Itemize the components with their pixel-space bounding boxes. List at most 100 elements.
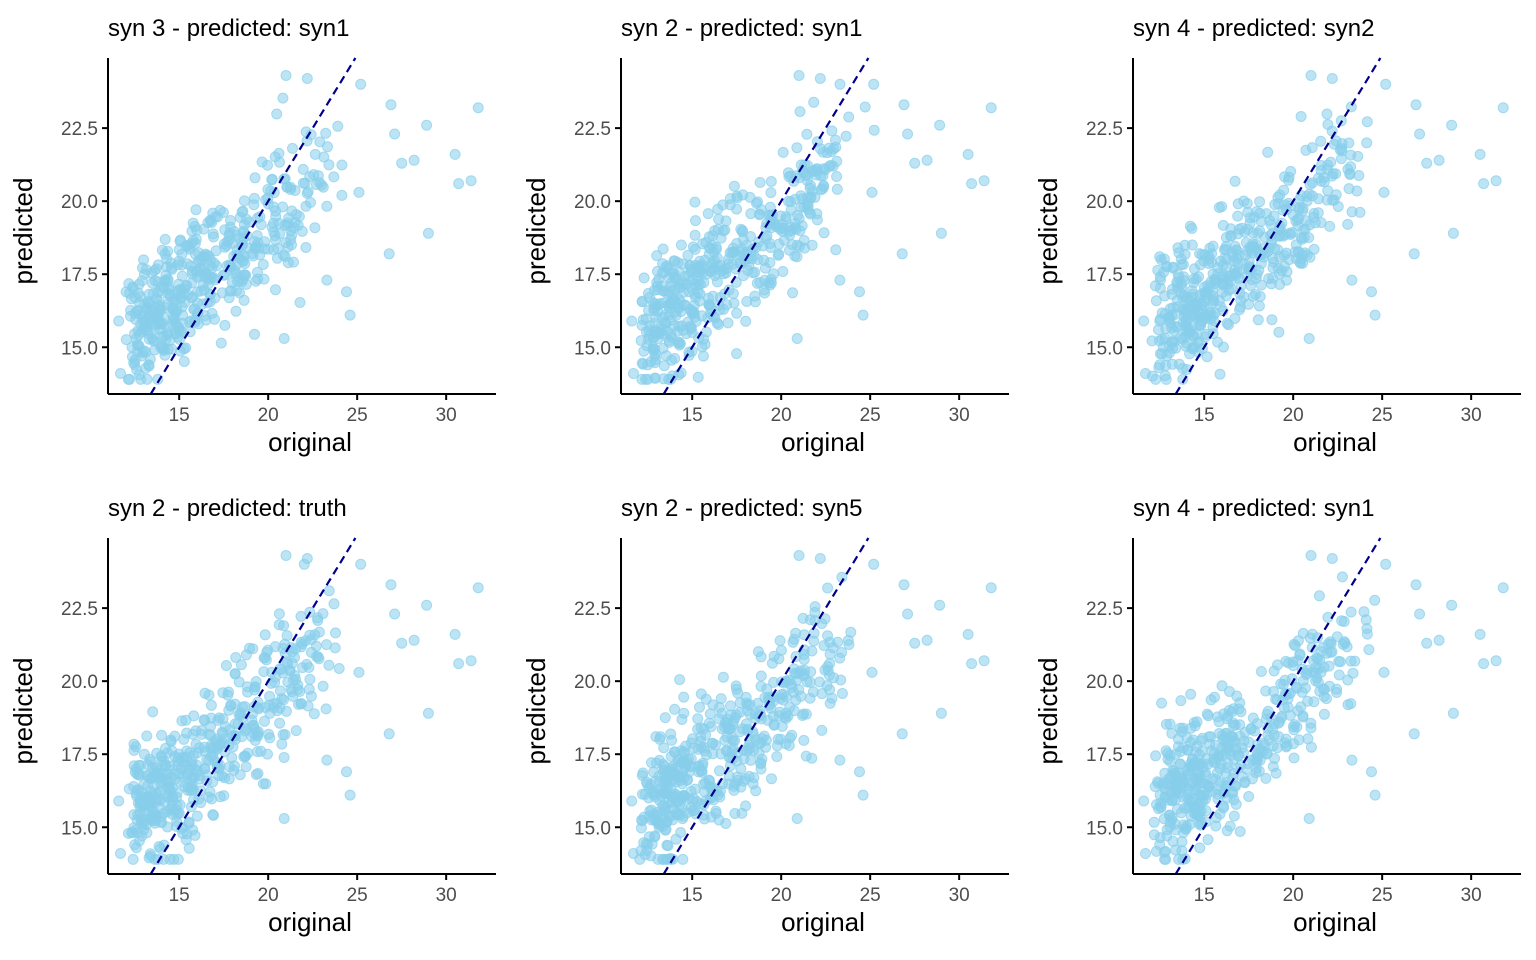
data-point [711,276,723,288]
data-point [180,342,192,354]
data-points [1138,550,1509,865]
data-point [144,848,156,860]
data-point [290,725,302,737]
data-point [1247,712,1259,724]
data-point [259,629,271,641]
data-point [689,243,701,255]
data-point [1342,163,1354,175]
data-point [692,713,704,725]
data-point [821,147,833,159]
data-point [171,303,183,315]
data-point [278,333,290,344]
data-point [295,610,307,622]
data-point [385,99,397,111]
data-point [822,661,834,672]
data-point [754,177,766,188]
data-point [1254,196,1266,208]
data-point [1408,728,1420,740]
data-point [779,711,791,723]
x-axis-label: original [781,907,865,937]
data-point [824,697,836,709]
data-point [755,670,767,682]
data-point [1497,582,1509,594]
data-point [1273,731,1285,743]
data-point [217,207,229,218]
data-point [278,694,289,706]
data-point [1201,708,1213,720]
data-point [203,689,215,701]
data-point [1306,142,1318,154]
y-tick-label: 22.5 [61,119,98,140]
data-point [765,242,777,253]
data-point [273,147,285,159]
data-point [786,729,798,741]
data-point [147,706,159,718]
data-point [1295,257,1306,269]
data-point [153,841,165,852]
data-point [300,200,312,212]
data-point [791,239,803,251]
data-point [934,599,946,611]
data-point [772,733,784,745]
data-point [1231,266,1243,278]
data-point [285,184,296,195]
data-point [199,310,211,322]
data-point [280,70,292,81]
data-point [1305,741,1317,753]
data-point [1433,154,1445,166]
data-point [1197,732,1208,744]
data-point [673,339,685,351]
x-tick-label: 25 [347,405,368,426]
data-point [160,742,171,754]
data-point [835,674,847,686]
data-point [259,236,271,248]
data-point [805,208,816,220]
data-point [1339,637,1351,649]
data-point [230,652,242,663]
data-point [269,641,281,653]
data-point [197,298,208,310]
data-point [1253,300,1265,312]
data-point [123,783,135,795]
data-point [183,842,195,854]
data-point [193,742,205,754]
panel-title: syn 4 - predicted: syn2 [1133,15,1374,42]
data-point [1176,259,1187,270]
data-point [1232,210,1244,222]
data-point [784,229,796,241]
data-point [211,733,223,745]
data-point [1358,606,1370,618]
data-point [794,106,806,118]
data-point [728,180,740,192]
data-point [1154,359,1166,371]
data-point [1239,776,1251,788]
data-point [270,210,282,222]
data-point [216,287,228,299]
data-point [1177,363,1189,374]
data-point [866,186,878,198]
data-point [1221,825,1233,837]
data-point [1193,818,1205,830]
data-point [1255,279,1267,291]
data-point [1295,111,1307,122]
data-point [834,274,846,286]
data-point [675,827,687,838]
data-point [831,171,843,182]
data-point [810,165,822,177]
data-point [1180,820,1192,832]
x-tick-label: 30 [949,405,970,426]
data-point [695,688,707,700]
data-point [305,634,317,645]
data-point [694,255,706,267]
data-point [1269,753,1281,764]
data-point [896,248,908,260]
data-point [822,582,834,594]
data-point [786,681,798,693]
data-point [190,204,202,216]
data-point [159,233,171,245]
data-point [269,676,281,688]
data-point [208,231,219,243]
data-point [658,267,670,279]
data-point [689,229,701,241]
data-point [1306,666,1318,678]
